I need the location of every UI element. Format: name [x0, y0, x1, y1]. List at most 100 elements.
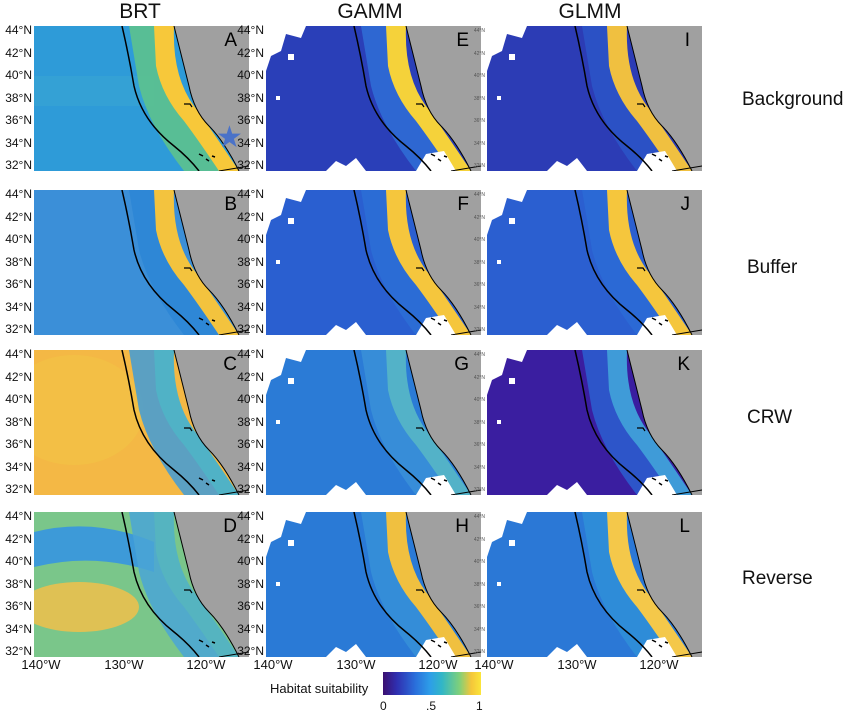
panel-label: B	[224, 194, 237, 215]
column-header-glmm: GLMM	[558, 0, 622, 23]
latitude-tick: 42°N	[5, 45, 32, 60]
map-panel: D	[34, 512, 249, 657]
latitude-tick: 38°N	[473, 581, 485, 588]
latitude-tick: 38°N	[237, 576, 264, 591]
latitude-tick: 38°N	[473, 95, 485, 102]
latitude-tick: 36°N	[473, 604, 485, 610]
map-panel: K	[487, 350, 702, 495]
legend-tick-0: 0	[380, 699, 387, 713]
column-header-brt: BRT	[119, 0, 161, 23]
latitude-tick: 42°N	[473, 214, 485, 221]
panel-label: E	[456, 30, 469, 51]
latitude-tick: 34°N	[237, 459, 264, 474]
row-label-crw: CRW	[747, 407, 793, 428]
latitude-tick: 44°N	[473, 192, 485, 198]
latitude-tick: 36°N	[237, 113, 264, 127]
map-panel: J	[487, 190, 702, 335]
latitude-tick: 34°N	[237, 621, 264, 636]
latitude-tick: 36°N	[237, 277, 264, 291]
latitude-tick: 44°N	[237, 23, 264, 37]
latitude-tick: 40°N	[473, 237, 485, 243]
legend-tick-1: 1	[476, 699, 483, 713]
latitude-tick: 34°N	[473, 464, 485, 471]
longitude-tick: 130°W	[336, 657, 376, 672]
latitude-tick: 44°N	[237, 509, 264, 523]
panel-label: F	[457, 194, 469, 215]
latitude-tick: 42°N	[473, 536, 485, 543]
map-panel: L	[487, 512, 702, 657]
panel-label: A	[224, 30, 237, 51]
column-header-gamm: GAMM	[337, 0, 403, 23]
latitude-tick: 38°N	[5, 254, 32, 269]
latitude-tick: 44°N	[473, 28, 485, 34]
panel-label: K	[677, 354, 690, 375]
latitude-tick: 32°N	[473, 163, 485, 169]
longitude-tick: 120°W	[639, 657, 679, 672]
latitude-tick: 36°N	[473, 442, 485, 448]
latitude-tick: 40°N	[237, 392, 264, 406]
panel-label: H	[455, 516, 469, 537]
latitude-tick: 34°N	[473, 626, 485, 633]
panel-label: J	[680, 194, 691, 215]
latitude-tick: 36°N	[237, 599, 264, 613]
panel-label: C	[223, 354, 237, 375]
latitude-tick: 38°N	[473, 259, 485, 266]
latitude-tick: 32°N	[473, 327, 485, 333]
latitude-tick: 44°N	[237, 187, 264, 201]
latitude-tick: 38°N	[237, 254, 264, 269]
longitude-tick: 140°W	[253, 657, 293, 672]
legend-tick-half: .5	[426, 699, 437, 713]
latitude-tick: 32°N	[237, 158, 264, 172]
latitude-tick: 44°N	[473, 352, 485, 358]
latitude-tick: 42°N	[237, 369, 264, 384]
latitude-tick: 36°N	[473, 118, 485, 124]
panel-label: I	[684, 30, 690, 51]
latitude-tick: 36°N	[5, 277, 32, 291]
latitude-tick: 40°N	[237, 232, 264, 246]
map-panel: H	[266, 512, 481, 657]
map-panel: E	[266, 26, 481, 171]
longitude-tick: 120°W	[418, 657, 458, 672]
latitude-tick: 38°N	[5, 414, 32, 429]
latitude-tick: 40°N	[5, 68, 32, 82]
latitude-tick: 40°N	[5, 232, 32, 246]
map-panel: G	[266, 350, 481, 495]
panel-label: L	[679, 516, 690, 537]
latitude-tick: 38°N	[237, 90, 264, 105]
longitude-tick: 120°W	[186, 657, 226, 672]
latitude-tick: 42°N	[237, 45, 264, 60]
latitude-tick: 44°N	[5, 509, 32, 523]
latitude-tick: 44°N	[5, 347, 32, 361]
latitude-tick: 40°N	[237, 68, 264, 82]
latitude-tick: 40°N	[5, 554, 32, 568]
row-label-background: Background	[742, 89, 844, 110]
map-panel: C	[34, 350, 249, 495]
latitude-tick: 32°N	[5, 322, 32, 336]
map-panel: A	[34, 26, 249, 171]
latitude-tick: 34°N	[5, 135, 32, 150]
latitude-tick: 40°N	[473, 559, 485, 565]
latitude-tick: 36°N	[5, 599, 32, 613]
latitude-tick: 34°N	[5, 299, 32, 314]
panel-label: D	[223, 516, 237, 537]
latitude-tick: 34°N	[237, 299, 264, 314]
map-panel: F	[266, 190, 481, 335]
latitude-tick: 32°N	[237, 644, 264, 658]
latitude-tick: 32°N	[5, 644, 32, 658]
latitude-tick: 38°N	[473, 419, 485, 426]
latitude-tick: 34°N	[473, 140, 485, 147]
latitude-tick: 34°N	[5, 459, 32, 474]
latitude-tick: 42°N	[237, 531, 264, 546]
longitude-tick: 130°W	[557, 657, 597, 672]
row-label-buffer: Buffer	[747, 257, 798, 278]
map-panel: B	[34, 190, 249, 335]
latitude-tick: 32°N	[5, 482, 32, 496]
legend-label: Habitat suitability	[270, 681, 369, 696]
latitude-tick: 44°N	[5, 23, 32, 37]
latitude-tick: 42°N	[237, 209, 264, 224]
latitude-tick: 32°N	[5, 158, 32, 172]
latitude-tick: 44°N	[5, 187, 32, 201]
panel-label: G	[454, 354, 469, 375]
star-icon: ★	[216, 121, 243, 154]
latitude-tick: 44°N	[473, 514, 485, 520]
